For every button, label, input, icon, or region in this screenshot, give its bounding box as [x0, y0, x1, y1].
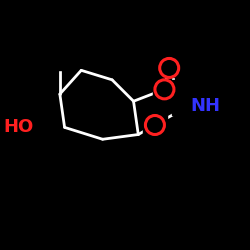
Bar [172, 96, 205, 116]
Bar [53, 56, 67, 70]
Text: HO: HO [4, 118, 34, 136]
Bar [152, 80, 176, 99]
Bar [18, 118, 49, 137]
Bar [143, 116, 167, 134]
Bar [157, 58, 181, 78]
Text: NH: NH [190, 97, 220, 115]
